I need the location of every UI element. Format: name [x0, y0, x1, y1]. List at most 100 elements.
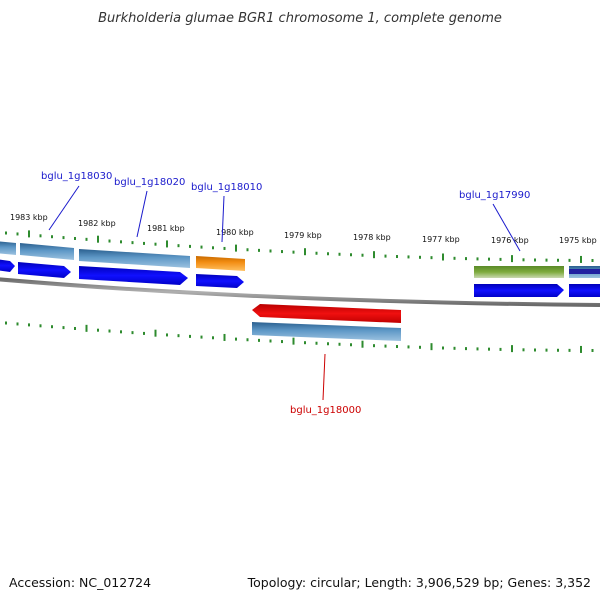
minor-tick — [545, 258, 548, 262]
gene-label[interactable]: bglu_1g18030 — [41, 171, 112, 182]
cds-arrow[interactable] — [474, 284, 564, 297]
minor-tick — [5, 321, 7, 325]
tick-label: 1982 kbp — [78, 219, 116, 228]
cds-arrow[interactable] — [196, 274, 244, 288]
minor-tick — [522, 258, 525, 262]
minor-tick — [350, 253, 352, 257]
major-tick — [430, 343, 433, 351]
major-tick — [223, 333, 226, 341]
cds-arrow-reverse[interactable] — [252, 304, 401, 323]
gene-feature — [569, 269, 600, 274]
gene-feature-bglu-1g18010[interactable] — [196, 256, 245, 271]
minor-tick — [419, 345, 421, 349]
forward-scale-track — [5, 230, 594, 263]
minor-tick — [338, 342, 341, 346]
major-tick — [235, 244, 237, 252]
minor-tick — [258, 248, 260, 252]
gene-label[interactable]: bglu_1g18020 — [114, 177, 185, 188]
minor-tick — [442, 346, 444, 350]
minor-tick — [315, 341, 318, 345]
gene-label[interactable]: bglu_1g17990 — [459, 190, 530, 201]
minor-tick — [304, 341, 306, 345]
forward-cds — [0, 259, 600, 297]
minor-tick — [246, 338, 249, 342]
minor-tick — [384, 254, 387, 258]
minor-tick — [476, 257, 479, 261]
gene-label[interactable]: bglu_1g18010 — [191, 182, 262, 193]
minor-tick — [557, 348, 559, 352]
minor-tick — [534, 348, 536, 352]
gene-feature[interactable] — [0, 241, 16, 255]
reverse-genes — [252, 304, 401, 341]
minor-tick — [258, 338, 260, 342]
gene-feature-bglu-1g17990[interactable] — [474, 266, 564, 278]
minor-tick — [384, 344, 387, 348]
tick-label: 1979 kbp — [284, 231, 322, 240]
gene-feature-bglu-1g18020[interactable] — [79, 249, 190, 268]
minor-tick — [62, 236, 65, 240]
major-tick — [292, 337, 295, 345]
minor-tick — [131, 241, 134, 245]
gene-feature-bglu-1g18030[interactable] — [20, 243, 74, 260]
minor-tick — [74, 326, 76, 330]
gene-feature-bglu-1g18000[interactable] — [252, 322, 401, 341]
minor-tick — [453, 346, 456, 350]
cds-arrow[interactable] — [79, 266, 188, 285]
minor-tick — [522, 348, 525, 352]
minor-tick — [131, 331, 134, 335]
minor-tick — [488, 347, 490, 351]
leader-line — [48, 185, 80, 231]
gene-labels: bglu_1g18030 bglu_1g18020 bglu_1g18010 b… — [41, 171, 530, 416]
minor-tick — [327, 342, 329, 346]
major-tick — [166, 240, 168, 248]
cds-arrow[interactable] — [569, 284, 600, 297]
minor-tick — [212, 246, 214, 250]
tick-label: 1977 kbp — [422, 235, 460, 244]
minor-tick — [499, 257, 502, 261]
minor-tick — [269, 249, 272, 253]
cds-arrow[interactable] — [0, 259, 15, 272]
major-tick — [85, 324, 88, 332]
tick-label: 1983 kbp — [10, 213, 48, 222]
tick-label: 1980 kbp — [216, 228, 254, 237]
major-tick — [97, 235, 99, 243]
minor-tick — [568, 258, 571, 262]
minor-tick — [189, 244, 191, 248]
minor-tick — [499, 347, 502, 351]
major-tick — [28, 230, 30, 238]
minor-tick — [591, 348, 594, 352]
minor-tick — [212, 336, 214, 340]
minor-tick — [97, 328, 99, 332]
minor-tick — [476, 347, 479, 351]
minor-tick — [120, 330, 122, 334]
minor-tick — [143, 331, 145, 335]
minor-tick — [28, 323, 30, 327]
minor-tick — [189, 334, 191, 338]
minor-tick — [108, 329, 111, 333]
reverse-scale-track — [5, 321, 594, 353]
minor-tick — [235, 337, 237, 341]
tick-label: 1981 kbp — [147, 224, 185, 233]
minor-tick — [85, 237, 88, 241]
minor-tick — [223, 246, 226, 250]
minor-tick — [373, 344, 375, 348]
minor-tick — [200, 245, 203, 249]
minor-tick — [430, 256, 433, 260]
cds-arrow[interactable] — [18, 262, 71, 278]
minor-tick — [16, 322, 19, 326]
minor-tick — [177, 244, 180, 248]
minor-tick — [465, 257, 467, 261]
minor-tick — [557, 258, 559, 262]
tick-label: 1975 kbp — [559, 236, 597, 245]
genome-summary-text: Topology: circular; Length: 3,906,529 bp… — [247, 575, 591, 590]
tick-label: 1978 kbp — [353, 233, 391, 242]
minor-tick — [545, 348, 548, 352]
minor-tick — [269, 339, 272, 343]
minor-tick — [108, 239, 111, 243]
minor-tick — [39, 324, 42, 328]
gene-label[interactable]: bglu_1g18000 — [290, 405, 361, 416]
minor-tick — [407, 345, 410, 349]
minor-tick — [407, 255, 410, 259]
minor-tick — [281, 340, 283, 344]
major-tick — [580, 345, 582, 353]
